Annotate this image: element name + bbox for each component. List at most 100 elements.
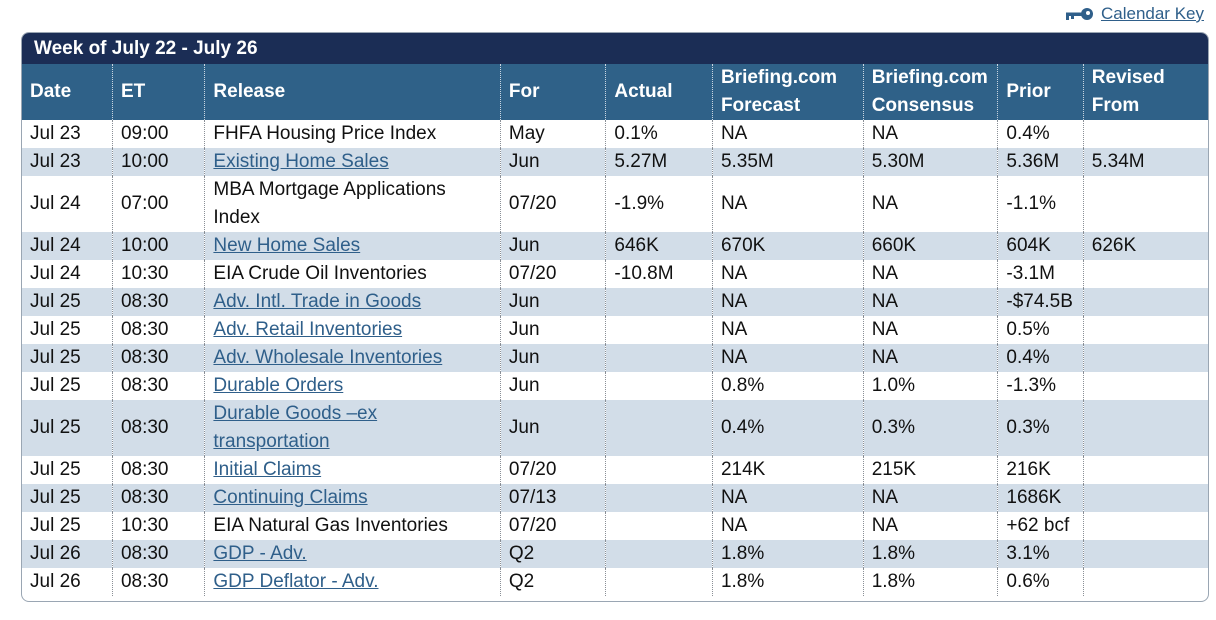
cell-forecast: NA	[712, 120, 864, 148]
release-link[interactable]: GDP Deflator - Adv.	[213, 571, 379, 592]
cell-consensus: NA	[863, 288, 999, 316]
calendar-key-link[interactable]: Calendar Key	[1063, 4, 1204, 24]
cell-release: EIA Crude Oil Inventories	[204, 260, 501, 288]
cell-for: Jun	[500, 148, 607, 176]
cell-prior: +62 bcf	[997, 512, 1084, 540]
cell-release[interactable]: Initial Claims	[204, 456, 501, 484]
key-icon	[1065, 8, 1093, 20]
calendar-key-label[interactable]: Calendar Key	[1100, 4, 1204, 23]
cell-date: Jul 25	[22, 372, 113, 400]
cell-actual	[605, 456, 713, 484]
column-header-consensus: Briefing.com Consensus	[863, 64, 999, 120]
week-title: Week of July 22 - July 26	[22, 33, 1208, 64]
cell-for: Q2	[500, 540, 607, 568]
release-link[interactable]: Continuing Claims	[213, 487, 368, 508]
cell-release[interactable]: Durable Orders	[204, 372, 501, 400]
table-row: Jul 24 10:30 EIA Crude Oil Inventories 07/2…	[22, 260, 1208, 288]
cell-date: Jul 25	[22, 316, 113, 344]
cell-revised-from	[1083, 288, 1208, 316]
cell-consensus: NA	[863, 316, 999, 344]
cell-release[interactable]: New Home Sales	[204, 232, 501, 260]
cell-prior: 0.6%	[997, 568, 1084, 596]
cell-for: 07/20	[500, 512, 607, 540]
cell-revised-from	[1083, 260, 1208, 288]
cell-forecast: 0.4%	[712, 400, 864, 456]
release-link[interactable]: Durable Goods –ex transportation	[213, 403, 378, 452]
cell-revised-from	[1083, 540, 1208, 568]
cell-for: Q2	[500, 568, 607, 596]
cell-et: 08:30	[112, 344, 206, 372]
release-link[interactable]: Initial Claims	[213, 459, 322, 480]
cell-date: Jul 23	[22, 120, 113, 148]
table-row: Jul 25 08:30 Continuing Claims 07/13 NA NA 168…	[22, 484, 1208, 512]
release-name: EIA Natural Gas Inventories	[213, 515, 448, 536]
cell-forecast: NA	[712, 512, 864, 540]
cell-forecast: 5.35M	[712, 148, 864, 176]
cell-revised-from	[1083, 120, 1208, 148]
cell-prior: -1.3%	[997, 372, 1084, 400]
cell-actual: -10.8M	[605, 260, 713, 288]
cell-release[interactable]: Existing Home Sales	[204, 148, 501, 176]
table-body: Jul 23 09:00 FHFA Housing Price Index May 0.…	[22, 120, 1208, 596]
cell-release[interactable]: Durable Goods –ex transportation	[204, 400, 501, 456]
table-row: Jul 23 09:00 FHFA Housing Price Index May 0.…	[22, 120, 1208, 148]
release-link[interactable]: New Home Sales	[213, 235, 361, 256]
cell-consensus: 660K	[863, 232, 999, 260]
column-header-for: For	[500, 64, 607, 120]
cell-for: 07/13	[500, 484, 607, 512]
cell-date: Jul 26	[22, 568, 113, 596]
release-link[interactable]: Adv. Intl. Trade in Goods	[213, 291, 422, 312]
cell-date: Jul 26	[22, 540, 113, 568]
cell-consensus: NA	[863, 120, 999, 148]
release-link[interactable]: Durable Orders	[213, 375, 344, 396]
cell-release[interactable]: Adv. Intl. Trade in Goods	[204, 288, 501, 316]
cell-consensus: 1.8%	[863, 540, 999, 568]
cell-revised-from	[1083, 372, 1208, 400]
cell-prior: -$74.5B	[997, 288, 1084, 316]
cell-revised-from: 626K	[1083, 232, 1208, 260]
release-link[interactable]: Adv. Retail Inventories	[213, 319, 403, 340]
cell-prior: -1.1%	[997, 176, 1084, 232]
cell-date: Jul 25	[22, 512, 113, 540]
cell-revised-from	[1083, 568, 1208, 596]
cell-prior: 0.4%	[997, 120, 1084, 148]
column-header-et: ET	[112, 64, 206, 120]
cell-prior: 0.4%	[997, 344, 1084, 372]
column-header-forecast: Briefing.com Forecast	[712, 64, 864, 120]
cell-actual	[605, 540, 713, 568]
release-link[interactable]: GDP - Adv.	[213, 543, 307, 564]
cell-et: 10:00	[112, 148, 206, 176]
cell-actual	[605, 372, 713, 400]
release-name: FHFA Housing Price Index	[213, 123, 437, 144]
cell-release[interactable]: GDP Deflator - Adv.	[204, 568, 501, 596]
cell-forecast: 1.8%	[712, 568, 864, 596]
cell-consensus: 0.3%	[863, 400, 999, 456]
table-row: Jul 26 08:30 GDP Deflator - Adv. Q2 1.8% 1.8%…	[22, 568, 1208, 596]
cell-actual	[605, 400, 713, 456]
cell-release[interactable]: Continuing Claims	[204, 484, 501, 512]
cell-consensus: 5.30M	[863, 148, 999, 176]
release-link[interactable]: Existing Home Sales	[213, 151, 389, 172]
cell-release[interactable]: Adv. Wholesale Inventories	[204, 344, 501, 372]
cell-for: May	[500, 120, 607, 148]
release-name: MBA Mortgage Applications Index	[213, 179, 446, 228]
cell-release[interactable]: GDP - Adv.	[204, 540, 501, 568]
cell-actual: 646K	[605, 232, 713, 260]
cell-forecast: 214K	[712, 456, 864, 484]
cell-date: Jul 25	[22, 456, 113, 484]
cell-for: Jun	[500, 288, 607, 316]
cell-release[interactable]: Adv. Retail Inventories	[204, 316, 501, 344]
cell-consensus: NA	[863, 512, 999, 540]
table-row: Jul 25 08:30 Durable Goods –ex transportat…	[22, 400, 1208, 456]
cell-actual	[605, 484, 713, 512]
cell-prior: 3.1%	[997, 540, 1084, 568]
cell-revised-from	[1083, 344, 1208, 372]
release-link[interactable]: Adv. Wholesale Inventories	[213, 347, 443, 368]
cell-revised-from	[1083, 512, 1208, 540]
table-row: Jul 25 08:30 Adv. Intl. Trade in Goods Jun N…	[22, 288, 1208, 316]
cell-for: Jun	[500, 316, 607, 344]
cell-for: 07/20	[500, 456, 607, 484]
cell-actual	[605, 568, 713, 596]
cell-actual	[605, 344, 713, 372]
cell-forecast: 670K	[712, 232, 864, 260]
